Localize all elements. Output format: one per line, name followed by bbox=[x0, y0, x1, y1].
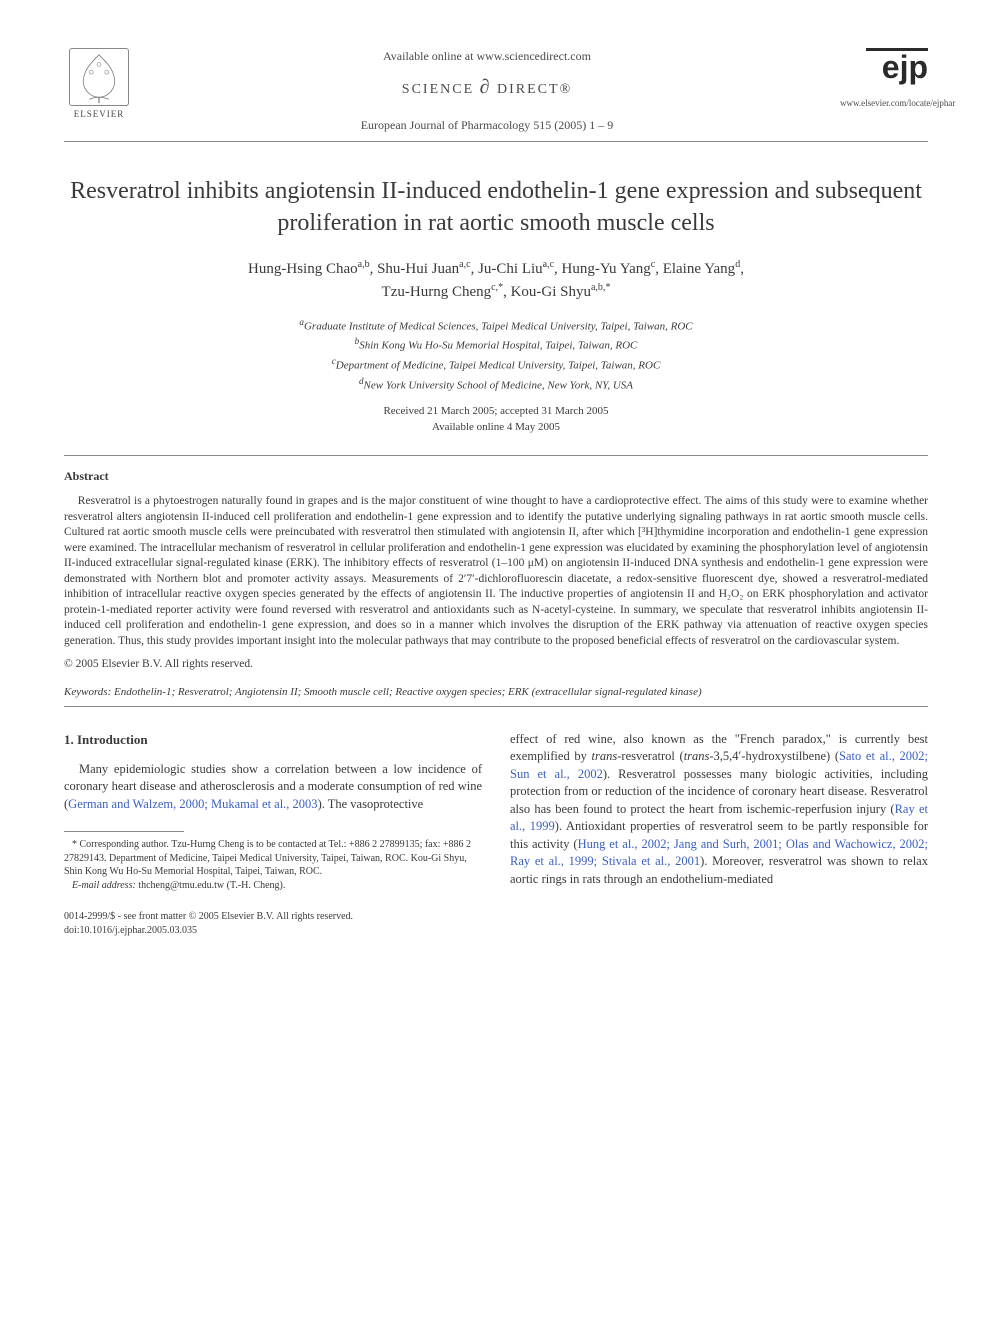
corresponding-footnote: * Corresponding author. Tzu-Hurng Cheng … bbox=[64, 838, 482, 892]
article-title: Resveratrol inhibits angiotensin II-indu… bbox=[64, 176, 928, 238]
affiliation: Department of Medicine, Taipei Medical U… bbox=[336, 360, 660, 372]
journal-url: www.elsevier.com/locate/ejphar bbox=[840, 97, 928, 109]
intro-text-italic: trans bbox=[684, 749, 710, 763]
affiliation: Shin Kong Wu Ho-Su Memorial Hospital, Ta… bbox=[359, 340, 637, 352]
left-column: 1. Introduction Many epidemiologic studi… bbox=[64, 731, 482, 893]
footer-doi: doi:10.1016/j.ejphar.2005.03.035 bbox=[64, 924, 928, 938]
author: , Hung-Yu Yang bbox=[554, 261, 651, 277]
email-value: thcheng@tmu.edu.tw (T.-H. Cheng). bbox=[136, 880, 286, 891]
footnote-email: E-mail address: thcheng@tmu.edu.tw (T.-H… bbox=[64, 879, 482, 893]
intro-paragraph: Many epidemiologic studies show a correl… bbox=[64, 761, 482, 814]
abstract-top-rule bbox=[64, 455, 928, 456]
sd-word1: SCIENCE bbox=[402, 82, 474, 97]
intro-paragraph-cont: effect of red wine, also known as the "F… bbox=[510, 731, 928, 889]
keywords-text: Endothelin-1; Resveratrol; Angiotensin I… bbox=[111, 686, 701, 698]
abstract-text: Resveratrol is a phytoestrogen naturally… bbox=[64, 494, 928, 649]
section-heading: 1. Introduction bbox=[64, 731, 482, 749]
author: , Kou-Gi Shyu bbox=[503, 284, 591, 300]
available-online-text: Available online at www.sciencedirect.co… bbox=[144, 48, 830, 64]
corresp-star: * bbox=[605, 282, 610, 293]
affil-sup: d bbox=[735, 259, 740, 270]
journal-logo: ejp www.elsevier.com/locate/ejphar bbox=[840, 48, 928, 109]
ejp-mark: ejp bbox=[866, 48, 928, 82]
intro-text: -3,5,4′-hydroxystilbene) ( bbox=[709, 749, 839, 763]
affil-sup: a,c bbox=[543, 259, 554, 270]
header-center: Available online at www.sciencedirect.co… bbox=[134, 48, 840, 133]
elsevier-tree-icon bbox=[69, 48, 129, 106]
intro-text-italic: trans bbox=[592, 749, 618, 763]
sd-d-icon: ∂ bbox=[480, 76, 492, 98]
intro-text: -resveratrol ( bbox=[617, 749, 683, 763]
affil-sup: a,c bbox=[459, 259, 470, 270]
elsevier-logo: ELSEVIER bbox=[64, 48, 134, 128]
author: , Ju-Chi Liu bbox=[471, 261, 543, 277]
ejp-letters: ejp bbox=[882, 49, 928, 85]
online-date: Available online 4 May 2005 bbox=[432, 421, 560, 433]
intro-text: ). The vasoprotective bbox=[318, 797, 424, 811]
sd-word2: DIRECT® bbox=[497, 82, 572, 97]
affiliation-list: aGraduate Institute of Medical Sciences,… bbox=[64, 316, 928, 394]
header-rule bbox=[64, 141, 928, 142]
affil-sup: a,b, bbox=[591, 282, 605, 293]
copyright-line: © 2005 Elsevier B.V. All rights reserved… bbox=[64, 657, 928, 673]
journal-reference: European Journal of Pharmacology 515 (20… bbox=[144, 117, 830, 133]
article-dates: Received 21 March 2005; accepted 31 Marc… bbox=[64, 404, 928, 435]
abstract-bottom-rule bbox=[64, 706, 928, 707]
sciencedirect-logo: SCIENCE ∂ DIRECT® bbox=[144, 74, 830, 101]
abstract-heading: Abstract bbox=[64, 468, 928, 484]
footnote-rule bbox=[64, 831, 184, 832]
affiliation: New York University School of Medicine, … bbox=[364, 379, 634, 391]
right-column: effect of red wine, also known as the "F… bbox=[510, 731, 928, 893]
elsevier-wordmark: ELSEVIER bbox=[74, 108, 125, 120]
received-date: Received 21 March 2005; accepted 31 Marc… bbox=[383, 405, 608, 417]
author: Hung-Hsing Chao bbox=[248, 261, 358, 277]
affiliation: Graduate Institute of Medical Sciences, … bbox=[304, 320, 693, 332]
footnote-text: * Corresponding author. Tzu-Hurng Cheng … bbox=[64, 838, 482, 879]
body-columns: 1. Introduction Many epidemiologic studi… bbox=[64, 731, 928, 893]
page-footer: 0014-2999/$ - see front matter © 2005 El… bbox=[64, 910, 928, 937]
author-list: Hung-Hsing Chaoa,b, Shu-Hui Juana,c, Ju-… bbox=[64, 257, 928, 304]
citation-link[interactable]: German and Walzem, 2000; Mukamal et al.,… bbox=[68, 797, 317, 811]
keywords-line: Keywords: Endothelin-1; Resveratrol; Ang… bbox=[64, 685, 928, 700]
footer-copyright: 0014-2999/$ - see front matter © 2005 El… bbox=[64, 910, 928, 924]
abstract-body: Resveratrol is a phytoestrogen naturally… bbox=[64, 494, 928, 649]
author: , Shu-Hui Juan bbox=[370, 261, 460, 277]
page-header: ELSEVIER Available online at www.science… bbox=[64, 48, 928, 133]
author: , Elaine Yang bbox=[655, 261, 735, 277]
keywords-label: Keywords: bbox=[64, 686, 111, 698]
author: Tzu-Hurng Cheng bbox=[382, 284, 492, 300]
email-label: E-mail address: bbox=[72, 880, 136, 891]
affil-sup: a,b bbox=[358, 259, 370, 270]
